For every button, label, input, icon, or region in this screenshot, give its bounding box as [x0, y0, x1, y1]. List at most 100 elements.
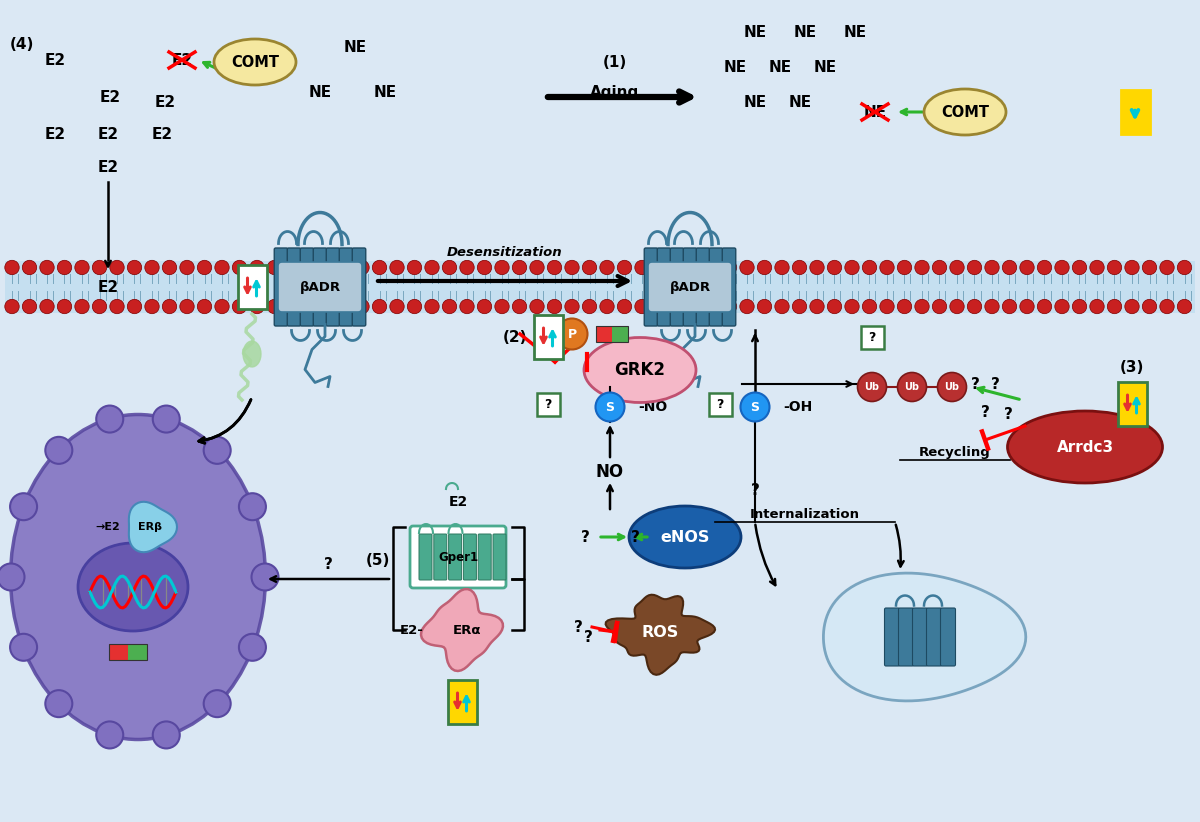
Text: ERβ: ERβ [138, 522, 162, 532]
Circle shape [233, 299, 247, 314]
Circle shape [1020, 299, 1034, 314]
FancyBboxPatch shape [287, 248, 301, 326]
Text: eNOS: eNOS [660, 529, 709, 544]
Text: S: S [750, 400, 760, 413]
Circle shape [880, 299, 894, 314]
Circle shape [478, 261, 492, 275]
Ellipse shape [78, 543, 188, 631]
Circle shape [704, 261, 719, 275]
Circle shape [390, 261, 404, 275]
FancyBboxPatch shape [313, 248, 326, 326]
Circle shape [478, 299, 492, 314]
Text: (5): (5) [366, 552, 390, 567]
FancyBboxPatch shape [353, 248, 366, 326]
Circle shape [10, 634, 37, 661]
FancyBboxPatch shape [1121, 90, 1150, 134]
Text: (3): (3) [1120, 359, 1144, 375]
Circle shape [635, 261, 649, 275]
Circle shape [302, 299, 317, 314]
Circle shape [1159, 261, 1174, 275]
Text: NO: NO [596, 463, 624, 481]
FancyBboxPatch shape [410, 526, 506, 588]
Polygon shape [606, 594, 715, 675]
Circle shape [827, 299, 841, 314]
Circle shape [145, 261, 160, 275]
Circle shape [127, 261, 142, 275]
Circle shape [1020, 261, 1034, 275]
Text: S: S [606, 400, 614, 413]
Circle shape [0, 564, 24, 590]
Circle shape [252, 564, 278, 590]
Text: ?: ? [574, 620, 582, 635]
Text: →E2: →E2 [96, 522, 120, 532]
Text: NE: NE [373, 85, 396, 99]
Circle shape [337, 261, 352, 275]
Circle shape [1177, 299, 1192, 314]
Text: E2: E2 [44, 127, 66, 141]
Ellipse shape [584, 338, 696, 403]
Circle shape [239, 634, 266, 661]
Circle shape [670, 261, 684, 275]
Text: Aging: Aging [590, 85, 640, 99]
Circle shape [40, 299, 54, 314]
Circle shape [858, 372, 887, 401]
Text: ROS: ROS [641, 625, 679, 640]
Circle shape [1142, 261, 1157, 275]
Circle shape [898, 299, 912, 314]
FancyBboxPatch shape [278, 262, 362, 312]
FancyBboxPatch shape [419, 534, 432, 580]
Circle shape [1037, 299, 1051, 314]
Text: ?: ? [545, 398, 552, 410]
Circle shape [460, 261, 474, 275]
FancyBboxPatch shape [860, 326, 883, 349]
Circle shape [355, 299, 370, 314]
Text: ?: ? [1003, 407, 1013, 422]
Circle shape [239, 493, 266, 520]
Circle shape [302, 261, 317, 275]
Circle shape [810, 261, 824, 275]
Ellipse shape [214, 39, 296, 85]
Circle shape [390, 299, 404, 314]
Circle shape [600, 299, 614, 314]
Circle shape [74, 261, 89, 275]
Text: Ub: Ub [864, 382, 880, 392]
Ellipse shape [11, 414, 265, 740]
Circle shape [92, 299, 107, 314]
Circle shape [914, 261, 929, 275]
FancyBboxPatch shape [671, 248, 684, 326]
Polygon shape [823, 573, 1026, 701]
Circle shape [653, 299, 667, 314]
Circle shape [565, 299, 580, 314]
Circle shape [845, 299, 859, 314]
Text: NE: NE [343, 39, 366, 54]
FancyBboxPatch shape [275, 248, 288, 326]
Circle shape [372, 261, 386, 275]
Circle shape [688, 261, 702, 275]
Circle shape [792, 299, 806, 314]
Circle shape [863, 261, 877, 275]
Circle shape [145, 299, 160, 314]
Text: E2: E2 [44, 53, 66, 67]
FancyBboxPatch shape [1117, 382, 1146, 426]
Text: (4): (4) [10, 36, 34, 52]
Circle shape [757, 261, 772, 275]
FancyBboxPatch shape [722, 248, 736, 326]
Circle shape [494, 299, 509, 314]
Circle shape [74, 299, 89, 314]
Circle shape [494, 261, 509, 275]
Circle shape [1055, 299, 1069, 314]
Circle shape [319, 299, 335, 314]
FancyBboxPatch shape [884, 608, 900, 666]
Text: Recycling: Recycling [919, 446, 991, 459]
Text: ?: ? [324, 556, 332, 571]
Circle shape [600, 261, 614, 275]
Text: ?: ? [869, 330, 876, 344]
Circle shape [152, 405, 180, 432]
Circle shape [162, 261, 176, 275]
FancyBboxPatch shape [926, 608, 942, 666]
Circle shape [512, 261, 527, 275]
Text: NE: NE [844, 25, 866, 39]
Circle shape [1073, 299, 1087, 314]
Text: NE: NE [788, 95, 811, 109]
Circle shape [1124, 261, 1139, 275]
